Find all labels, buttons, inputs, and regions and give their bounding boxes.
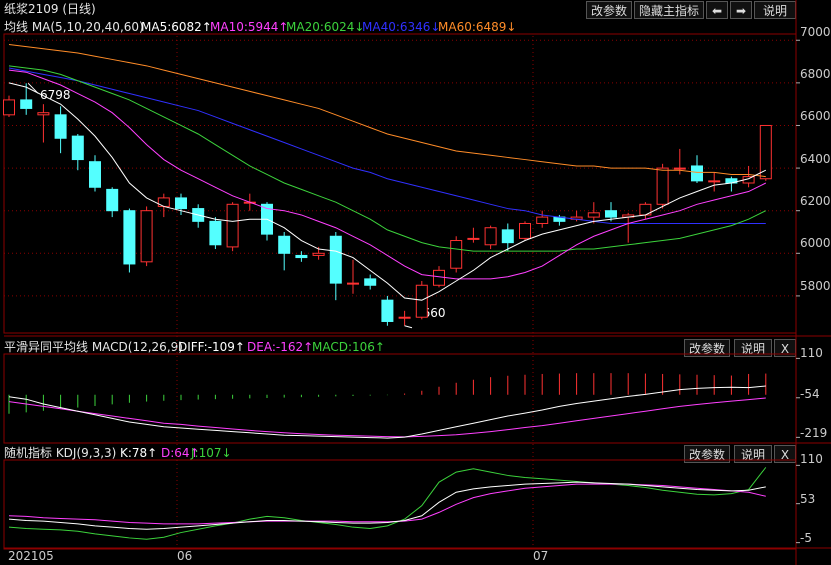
candle-body-down xyxy=(364,278,377,286)
ma-ytick: 6600 xyxy=(800,109,831,123)
ma-ytick: 6000 xyxy=(800,236,831,250)
macd-legend-name: 平滑异同平均线 MACD(12,26,9) xyxy=(4,340,183,354)
kdj-j-value: J:107↓ xyxy=(191,446,232,460)
candle-body-down xyxy=(89,161,101,188)
kdj-params-button[interactable]: 改参数 xyxy=(684,445,730,463)
hide-main-indicator-button[interactable]: 隐藏主指标 xyxy=(634,1,704,19)
candle-body-down xyxy=(54,114,67,139)
dea-line xyxy=(8,397,766,438)
candle-body-up xyxy=(450,240,463,269)
ma5-value: MA5:6082↑ xyxy=(141,20,212,34)
kdj-ytick: 53 xyxy=(800,492,816,506)
arrow-left-icon[interactable]: ⬅ xyxy=(706,1,728,19)
kdj-legend-name: 随机指标 KDJ(9,3,3) xyxy=(4,446,117,460)
ma40-value: MA40:6346↓ xyxy=(362,20,441,34)
x-axis-label: 06 xyxy=(177,549,193,563)
candle-body-up xyxy=(157,197,170,207)
diff-line xyxy=(8,385,766,439)
candle-body-down xyxy=(501,229,514,244)
ma10-line xyxy=(8,69,767,280)
candle-body-up xyxy=(398,316,411,319)
candle-body-up xyxy=(484,227,497,246)
x-axis-label: 202105 xyxy=(8,549,54,563)
candle-body-down xyxy=(381,299,394,322)
candle-body-down xyxy=(175,197,187,210)
candle-body-down xyxy=(20,99,33,109)
high-price-label: 6798 xyxy=(40,88,71,102)
candle-body-up xyxy=(536,216,549,224)
candle-body-up xyxy=(759,124,772,180)
candle-body-down xyxy=(123,210,136,265)
candle-body-up xyxy=(415,284,428,318)
candle-body-up xyxy=(656,167,669,205)
macd-ytick: -54 xyxy=(800,387,820,401)
arrow-right-icon[interactable]: ➡ xyxy=(730,1,752,19)
kdj-ytick: 110 xyxy=(800,452,823,466)
candle-body-up xyxy=(140,210,153,263)
x-axis-label: 07 xyxy=(533,549,549,563)
candle-body-up xyxy=(312,252,325,256)
ma-ytick: 6800 xyxy=(800,67,831,81)
ma-ytick: 6400 xyxy=(800,152,831,166)
kdj-help-button[interactable]: 说明 xyxy=(734,445,772,463)
kdj-d-value: D:64↑ xyxy=(161,446,200,460)
candle-body-down xyxy=(329,235,342,284)
candle-body-up xyxy=(587,212,600,218)
ma40-line xyxy=(8,67,766,224)
ma20-line xyxy=(8,65,767,252)
ma5-line xyxy=(8,82,767,301)
candle-body-up xyxy=(347,282,359,285)
panel-frame xyxy=(3,459,797,550)
candle-body-up xyxy=(433,269,445,286)
panel-frame xyxy=(3,353,797,444)
ma10-value: MA10:5944↑ xyxy=(210,20,289,34)
change-params-button[interactable]: 改参数 xyxy=(586,1,632,19)
ma-ytick: 5800 xyxy=(800,279,831,293)
help-button[interactable]: 说明 xyxy=(754,1,796,19)
macd-dea-value: DEA:-162↑ xyxy=(247,340,314,354)
ma60-line xyxy=(8,44,766,178)
candle-body-up xyxy=(37,112,50,116)
ma60-value: MA60:6489↓ xyxy=(438,20,517,34)
macd-help-button[interactable]: 说明 xyxy=(734,339,772,357)
macd-params-button[interactable]: 改参数 xyxy=(684,339,730,357)
candle-body-down xyxy=(209,220,222,246)
ma20-value: MA20:6024↓ xyxy=(286,20,365,34)
kdj-d-line xyxy=(8,483,766,525)
candle-body-up xyxy=(708,180,721,183)
candle-body-down xyxy=(295,254,308,259)
kdj-j-line xyxy=(8,467,767,540)
ma-legend-name: 均线 MA(5,10,20,40,60) xyxy=(4,20,144,34)
candle-body-down xyxy=(605,210,617,218)
ma-ytick: 6200 xyxy=(800,194,831,208)
panel-frame xyxy=(3,33,797,334)
candle-body-down xyxy=(71,135,84,161)
chart-title: 纸浆2109 (日线) xyxy=(4,2,96,16)
candle-body-up xyxy=(673,167,686,170)
high-pointer xyxy=(27,82,39,94)
candle-body-down xyxy=(278,235,291,254)
ma-ytick: 7000 xyxy=(800,25,831,39)
macd-ytick: -219 xyxy=(800,426,828,440)
macd-diff-value: DIFF:-109↑ xyxy=(178,340,245,354)
candle-body-up xyxy=(519,222,531,239)
macd-ytick: 110 xyxy=(800,346,823,360)
kdj-k-value: K:78↑ xyxy=(120,446,158,460)
low-pointer xyxy=(404,325,413,329)
candle-body-up xyxy=(467,237,480,240)
kdj-ytick: -5 xyxy=(800,531,812,545)
candle-body-down xyxy=(106,188,119,212)
candle-body-up xyxy=(3,99,15,116)
kdj-k-line xyxy=(8,481,766,530)
candle-body-down xyxy=(691,165,703,182)
macd-macd-value: MACD:106↑ xyxy=(312,340,385,354)
candle-body-up xyxy=(226,203,239,248)
